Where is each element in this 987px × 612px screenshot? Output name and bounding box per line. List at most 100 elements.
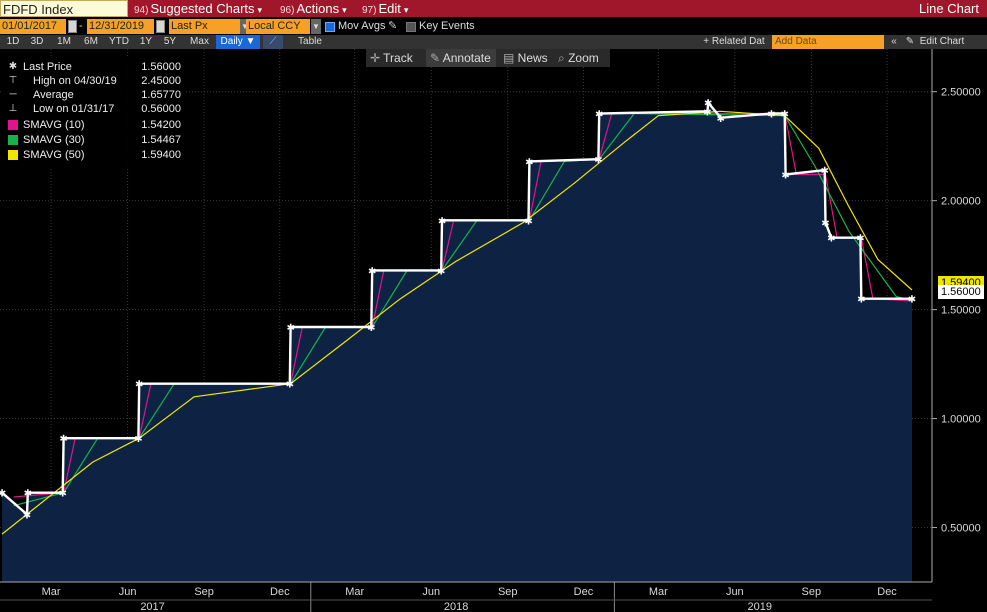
crosshair-icon: ✛ [370,51,384,65]
menu-number: 97) [362,5,377,16]
asterisk-icon: ✱ [8,61,18,72]
pencil-icon[interactable]: ✎ [905,36,915,47]
legend-value: 1.65770 [141,89,181,101]
x-tick-label: Mar [42,586,61,598]
pencil-icon[interactable]: ✎ [388,20,398,32]
related-data-button[interactable]: + Related Dat [703,36,765,47]
calendar-icon[interactable] [68,20,77,33]
pen-icon: ✎ [430,51,443,65]
add-data-input[interactable]: Add Data [772,35,884,49]
chevron-down-icon: ▾ [257,5,263,15]
track-tool[interactable]: ✛ Track [370,49,424,67]
key-events-checkbox[interactable] [406,22,416,32]
collapse-icon[interactable]: « [891,36,897,47]
color-swatch [8,120,18,130]
price-point: ✱ [594,155,602,166]
edit-chart-button[interactable]: Edit Chart [919,36,965,47]
edit-menu[interactable]: 97) Edit ▾ [362,0,408,17]
last-price-tag: 1.56000 [938,285,984,299]
price-point: ✱ [0,489,6,500]
zoom-tool[interactable]: ⌕ Zoom [558,49,608,67]
legend-row-smavg-50: SMAVG (50) 1.59400 [3,148,185,162]
price-point: ✱ [767,109,775,120]
price-point: ✱ [781,109,789,120]
menu-label: Edit [378,1,401,16]
table-button[interactable]: Table [298,36,322,47]
period-3d[interactable]: 3D [30,36,44,47]
input-bar: 01/01/2017 - 12/31/2019 Last Px ▼ Local … [0,18,987,35]
annotate-tool[interactable]: ✎ Annotate [426,49,496,67]
chevron-down-icon[interactable]: ▼ [311,19,321,34]
legend-value: 1.54200 [141,119,181,131]
price-point: ✱ [367,323,375,334]
menu-label: Actions [296,1,340,16]
x-tick-label: Dec [574,586,594,598]
price-point: ✱ [286,323,294,334]
frequency-select[interactable]: Daily ▼ [216,35,260,49]
y-tick-label: 2.50000 [941,87,981,99]
legend-row-low: ⊥ Low on 01/31/17 0.56000 [3,102,185,116]
period-1d[interactable]: 1D [6,36,20,47]
average-line-icon: ─ [9,89,17,100]
line-chart-icon[interactable]: ⟋ [263,35,283,49]
period-1y[interactable]: 1Y [139,36,153,47]
period-max[interactable]: Max [190,36,209,47]
price-point: ✱ [716,114,724,125]
news-tool[interactable]: ▤ News [503,49,553,67]
end-date-input[interactable]: 12/31/2019 [87,19,154,34]
period-5y[interactable]: 5Y [163,36,177,47]
period-ytd[interactable]: YTD [109,36,129,47]
x-tick-label: Sep [194,586,214,598]
chevron-down-icon: ▼ [242,36,256,47]
legend-row-smavg-30: SMAVG (30) 1.54467 [3,133,185,147]
price-point: ✱ [59,434,67,445]
price-point: ✱ [525,157,533,168]
legend-name: Last Price [23,61,72,73]
x-tick-label: Jun [726,586,744,598]
price-area-fill [2,102,912,582]
suggested-charts-menu[interactable]: 94) Suggested Charts ▾ [134,0,262,17]
zoom-label: Zoom [568,51,599,65]
price-marker-layer: ✱ ✱ ✱ ✱ ✱ ✱ ✱ ✱ ✱ ✱ ✱ ✱ ✱ ✱ ✱ ✱ ✱ ✱ ✱ ✱ ✱ ✱ ✱ ✱ ✱ ✱ ✱ ✱ ✱ [0,99,916,522]
legend-name: Low on 01/31/17 [33,103,115,115]
currency-select[interactable]: Local CCY [246,19,310,34]
period-bar: 1D 3D 1M 6M YTD 1Y 5Y Max Daily ▼ ⟋ Tabl… [0,35,987,49]
track-label: Track [383,51,413,65]
calendar-icon[interactable] [156,20,165,33]
mov-avgs-checkbox[interactable] [325,22,335,32]
price-point: ✱ [368,266,376,277]
year-label: 2017 [140,601,164,612]
legend-name: SMAVG (30) [23,134,85,146]
field-select[interactable]: Last Px [169,19,240,34]
series-line [1,110,913,535]
legend-name: High on 04/30/19 [33,75,117,87]
color-swatch [8,135,18,145]
price-point: ✱ [59,489,67,500]
x-tick-label: Jun [119,586,137,598]
ticker-field[interactable]: FDFD Index [0,0,128,17]
legend-row-average: ─ Average 1.65770 [3,88,185,102]
period-1m[interactable]: 1M [57,36,71,47]
chevron-down-icon[interactable]: ▼ [240,19,250,34]
menu-number: 94) [134,5,149,16]
price-line [1,99,912,517]
period-6m[interactable]: 6M [84,36,98,47]
news-icon: ▤ [503,51,518,65]
frequency-label: Daily [220,36,243,47]
mov-avgs-label: Mov Avgs [338,20,386,32]
news-label: News [517,51,548,65]
year-label: 2019 [748,601,772,612]
price-point: ✱ [438,216,446,227]
annotate-label-text: Annotate [442,51,491,65]
date-separator: - [79,20,83,32]
x-tick-label: Jun [422,586,440,598]
start-date-input[interactable]: 01/01/2017 [0,19,66,34]
price-point: ✱ [134,434,142,445]
x-tick-label: Sep [498,586,518,598]
y-tick-label: 2.00000 [941,196,981,208]
price-point: ✱ [821,218,829,229]
price-point: ✱ [827,234,835,245]
actions-menu[interactable]: 96) Actions ▾ [280,0,347,17]
title-bar: FDFD Index 94) Suggested Charts ▾ 96) Actio… [0,0,987,17]
low-marker-icon: ⊥ [8,103,18,114]
